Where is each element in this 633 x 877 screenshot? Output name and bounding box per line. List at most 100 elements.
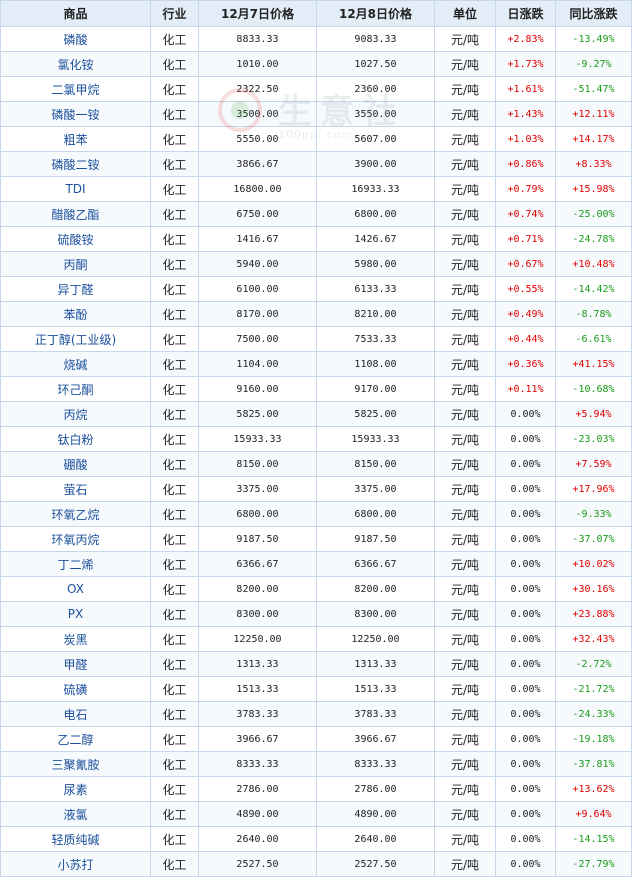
product-link[interactable]: 苯酚	[0, 301, 151, 327]
product-link[interactable]: 正丁醇(工业级)	[0, 326, 151, 352]
yoy-change-cell: -9.33%	[555, 501, 632, 527]
unit-cell: 元/吨	[434, 351, 496, 377]
product-link[interactable]: 丙酮	[0, 251, 151, 277]
price-dec8-cell: 7533.33	[316, 326, 435, 352]
product-link[interactable]: 萤石	[0, 476, 151, 502]
product-link[interactable]: 醋酸乙酯	[0, 201, 151, 227]
product-link[interactable]: 磷酸二铵	[0, 151, 151, 177]
industry-cell: 化工	[150, 676, 199, 702]
yoy-change-cell: -37.81%	[555, 751, 632, 777]
table-row: 轻质纯碱 化工 2640.00 2640.00 元/吨 0.00% -14.15%	[0, 826, 632, 852]
product-link[interactable]: 硼酸	[0, 451, 151, 477]
price-dec7-cell: 15933.33	[198, 426, 317, 452]
industry-cell: 化工	[150, 826, 199, 852]
product-link[interactable]: 丁二烯	[0, 551, 151, 577]
product-link[interactable]: 硫酸铵	[0, 226, 151, 252]
product-link[interactable]: 丙烷	[0, 401, 151, 427]
product-link[interactable]: 烧碱	[0, 351, 151, 377]
product-link[interactable]: 小苏打	[0, 851, 151, 877]
table-row: 尿素 化工 2786.00 2786.00 元/吨 0.00% +13.62%	[0, 776, 632, 802]
product-link[interactable]: 环己酮	[0, 376, 151, 402]
price-dec7-cell: 8170.00	[198, 301, 317, 327]
industry-cell: 化工	[150, 701, 199, 727]
product-link[interactable]: 轻质纯碱	[0, 826, 151, 852]
price-dec8-cell: 9083.33	[316, 26, 435, 52]
price-dec7-cell: 5940.00	[198, 251, 317, 277]
header-product[interactable]: 商品	[0, 0, 151, 27]
product-link[interactable]: 环氧乙烷	[0, 501, 151, 527]
daily-change-cell: +1.03%	[495, 126, 556, 152]
industry-cell: 化工	[150, 601, 199, 627]
header-price-dec7[interactable]: 12月7日价格	[198, 0, 317, 27]
price-dec8-cell: 1027.50	[316, 51, 435, 77]
product-link[interactable]: 尿素	[0, 776, 151, 802]
product-link[interactable]: 炭黑	[0, 626, 151, 652]
header-daily-change[interactable]: 日涨跌	[495, 0, 556, 27]
product-link[interactable]: 二氯甲烷	[0, 76, 151, 102]
price-dec7-cell: 8333.33	[198, 751, 317, 777]
table-row: 硫磺 化工 1513.33 1513.33 元/吨 0.00% -21.72%	[0, 676, 632, 702]
daily-change-cell: 0.00%	[495, 626, 556, 652]
header-yoy-change[interactable]: 同比涨跌	[555, 0, 632, 27]
table-row: 炭黑 化工 12250.00 12250.00 元/吨 0.00% +32.43%	[0, 626, 632, 652]
daily-change-cell: 0.00%	[495, 851, 556, 877]
product-link[interactable]: OX	[0, 576, 151, 602]
product-link[interactable]: 异丁醛	[0, 276, 151, 302]
product-link[interactable]: 硫磺	[0, 676, 151, 702]
daily-change-cell: +0.71%	[495, 226, 556, 252]
product-link[interactable]: PX	[0, 601, 151, 627]
table-row: 丙酮 化工 5940.00 5980.00 元/吨 +0.67% +10.48%	[0, 251, 632, 277]
unit-cell: 元/吨	[434, 51, 496, 77]
price-dec8-cell: 8150.00	[316, 451, 435, 477]
unit-cell: 元/吨	[434, 751, 496, 777]
yoy-change-cell: +5.94%	[555, 401, 632, 427]
unit-cell: 元/吨	[434, 826, 496, 852]
unit-cell: 元/吨	[434, 151, 496, 177]
industry-cell: 化工	[150, 251, 199, 277]
yoy-change-cell: +12.11%	[555, 101, 632, 127]
price-dec8-cell: 3375.00	[316, 476, 435, 502]
daily-change-cell: +0.74%	[495, 201, 556, 227]
product-link[interactable]: 液氯	[0, 801, 151, 827]
header-price-dec8[interactable]: 12月8日价格	[316, 0, 435, 27]
yoy-change-cell: +14.17%	[555, 126, 632, 152]
table-row: 小苏打 化工 2527.50 2527.50 元/吨 0.00% -27.79%	[0, 851, 632, 877]
price-dec8-cell: 12250.00	[316, 626, 435, 652]
product-link[interactable]: 乙二醇	[0, 726, 151, 752]
unit-cell: 元/吨	[434, 726, 496, 752]
price-dec7-cell: 8833.33	[198, 26, 317, 52]
product-link[interactable]: TDI	[0, 176, 151, 202]
industry-cell: 化工	[150, 26, 199, 52]
yoy-change-cell: +10.48%	[555, 251, 632, 277]
product-link[interactable]: 磷酸	[0, 26, 151, 52]
price-dec8-cell: 1513.33	[316, 676, 435, 702]
yoy-change-cell: -21.72%	[555, 676, 632, 702]
header-industry[interactable]: 行业	[150, 0, 199, 27]
daily-change-cell: +0.67%	[495, 251, 556, 277]
product-link[interactable]: 电石	[0, 701, 151, 727]
product-link[interactable]: 环氧丙烷	[0, 526, 151, 552]
product-link[interactable]: 三聚氰胺	[0, 751, 151, 777]
price-dec7-cell: 3866.67	[198, 151, 317, 177]
price-dec8-cell: 1108.00	[316, 351, 435, 377]
daily-change-cell: 0.00%	[495, 476, 556, 502]
yoy-change-cell: +13.62%	[555, 776, 632, 802]
table-row: 醋酸乙酯 化工 6750.00 6800.00 元/吨 +0.74% -25.00%	[0, 201, 632, 227]
product-link[interactable]: 磷酸一铵	[0, 101, 151, 127]
industry-cell: 化工	[150, 776, 199, 802]
unit-cell: 元/吨	[434, 226, 496, 252]
unit-cell: 元/吨	[434, 76, 496, 102]
price-dec7-cell: 3500.00	[198, 101, 317, 127]
table-row: 氯化铵 化工 1010.00 1027.50 元/吨 +1.73% -9.27%	[0, 51, 632, 77]
price-dec8-cell: 15933.33	[316, 426, 435, 452]
yoy-change-cell: -13.49%	[555, 26, 632, 52]
price-dec8-cell: 3783.33	[316, 701, 435, 727]
product-link[interactable]: 粗苯	[0, 126, 151, 152]
price-dec7-cell: 2322.50	[198, 76, 317, 102]
unit-cell: 元/吨	[434, 626, 496, 652]
product-link[interactable]: 甲醛	[0, 651, 151, 677]
product-link[interactable]: 钛白粉	[0, 426, 151, 452]
product-link[interactable]: 氯化铵	[0, 51, 151, 77]
price-dec7-cell: 6750.00	[198, 201, 317, 227]
